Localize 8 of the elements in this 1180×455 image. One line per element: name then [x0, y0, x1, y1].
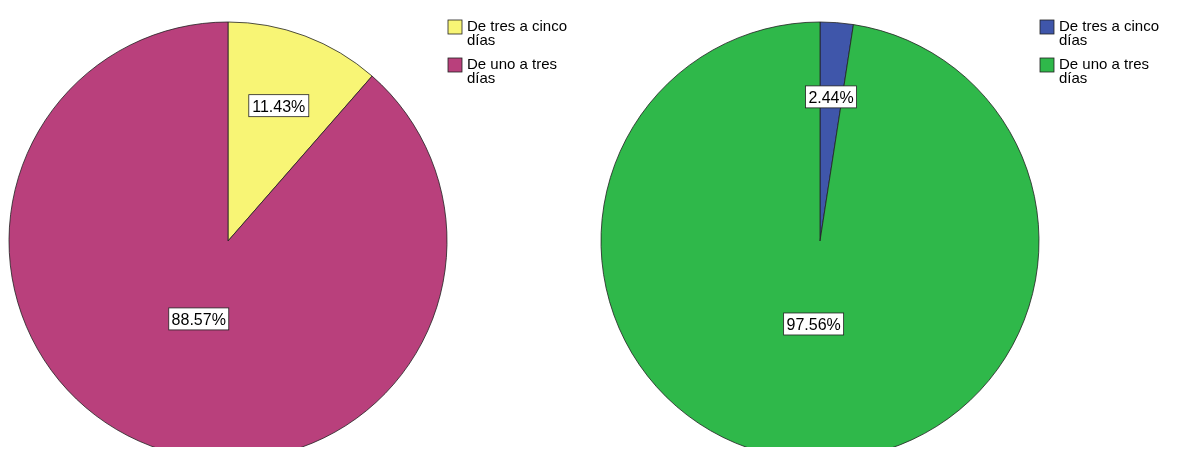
data-label: 97.56% — [786, 315, 841, 333]
legend-label: De tres a cinco días — [467, 17, 568, 48]
data-label: 88.57% — [171, 310, 226, 328]
legend-label: De tres a cinco días — [1059, 17, 1160, 48]
legend-label: De uno a tres días — [1059, 55, 1150, 86]
data-label: 2.44% — [808, 88, 854, 106]
legend-label: De uno a tres días — [467, 55, 558, 86]
data-label: 11.43% — [252, 97, 306, 115]
